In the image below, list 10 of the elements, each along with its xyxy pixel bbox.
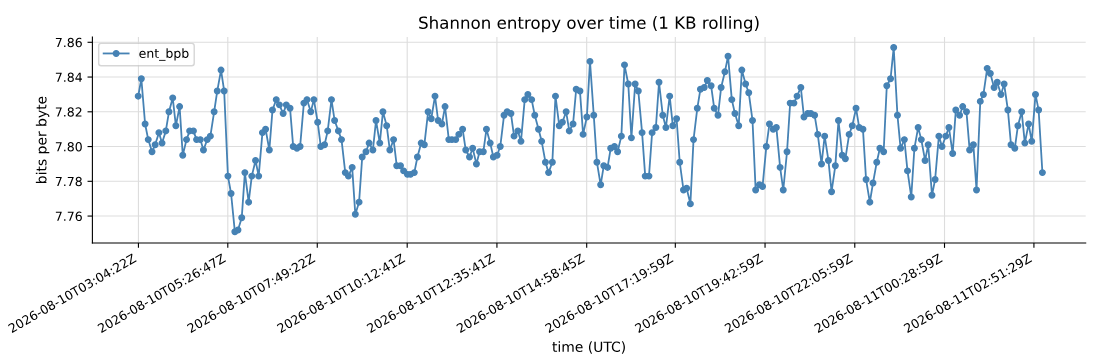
y-tick-label: 7.82 (55, 107, 82, 117)
y-axis-title: bits per byte (35, 96, 50, 183)
x-axis-title: time (UTC) (552, 341, 625, 354)
legend-label: ent_bpb (139, 48, 189, 61)
y-tick-label: 7.86 (55, 37, 82, 48)
y-tick-label: 7.76 (55, 211, 82, 221)
chart-title: Shannon entropy over time (1 KB rolling) (419, 16, 759, 33)
y-tick-label: 7.80 (55, 142, 82, 152)
y-tick-label: 7.84 (55, 72, 82, 82)
y-tick-label: 7.78 (55, 176, 82, 187)
